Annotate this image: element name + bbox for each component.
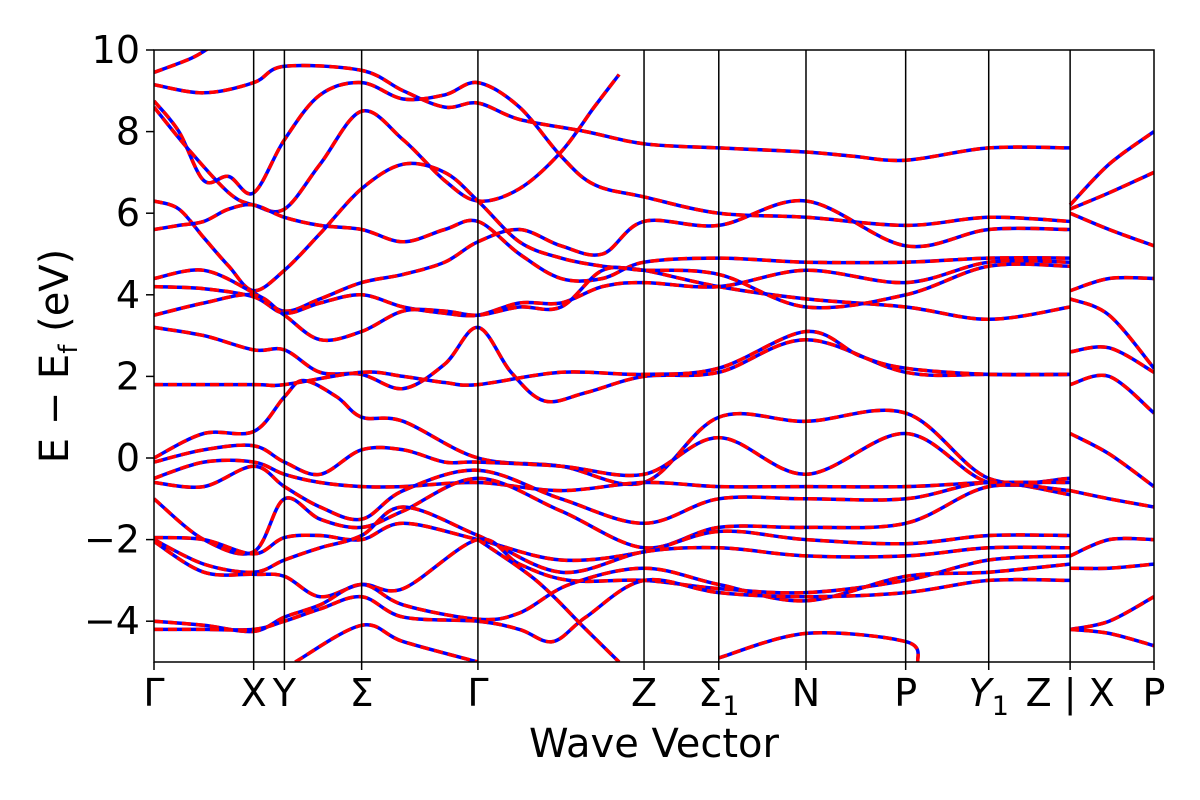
- x-axis-label: Wave Vector: [529, 721, 780, 767]
- x-tick-label-1: X: [241, 671, 267, 715]
- y-tick-label-4: 2: [116, 354, 140, 398]
- y-tick-label-5: 0: [116, 436, 140, 480]
- band-line-dashed-32: [1069, 488, 1154, 509]
- band-line-solid-28: [1069, 297, 1154, 370]
- band-line-dashed-20: [154, 577, 1071, 644]
- band-line-dashed-13: [154, 458, 1071, 493]
- x-tick-label-10: Z | X: [1026, 671, 1115, 716]
- band-line-solid-35: [1069, 595, 1154, 632]
- band-line-dashed-29: [1069, 345, 1154, 374]
- band-line-dashed-30: [1069, 373, 1154, 415]
- band-line-dashed-10: [154, 329, 1071, 388]
- x-tick-label-7: N: [792, 671, 820, 715]
- band-line-dashed-27: [1069, 275, 1154, 293]
- band-line-solid-24: [1068, 130, 1154, 207]
- plot-frame: [153, 49, 1155, 663]
- band-line-dashed-31: [1069, 431, 1154, 489]
- band-line-dashed-19: [154, 562, 1071, 634]
- band-line-solid-15: [154, 476, 1071, 556]
- band-line-dashed-23: [718, 630, 920, 662]
- y-tick-label-1: 8: [116, 110, 140, 154]
- band-line-solid-30: [1069, 373, 1154, 415]
- x-tick-label-0: Γ: [143, 671, 164, 715]
- y-tick-label-6: −2: [84, 518, 140, 562]
- band-line-dashed-3: [154, 73, 621, 214]
- band-line-dashed-11: [154, 378, 1071, 487]
- band-line-dashed-25: [1069, 170, 1154, 211]
- band-line-solid-10: [154, 329, 1071, 388]
- x-tick-label-2: Y: [272, 671, 297, 715]
- band-line-dashed-35: [1069, 595, 1154, 632]
- band-line-dashed-17: [154, 505, 1071, 575]
- band-line-solid-11: [154, 378, 1071, 487]
- x-tick-label-3: Σ: [350, 671, 374, 715]
- band-line-dashed-5: [154, 202, 1071, 283]
- band-line-dashed-21: [294, 623, 479, 662]
- band-line-dashed-28: [1069, 297, 1154, 370]
- y-tick-label-7: −4: [84, 599, 140, 643]
- y-tick-label-2: 6: [116, 191, 140, 235]
- band-line-solid-4: [154, 161, 1071, 322]
- band-line-solid-0: [154, 50, 210, 75]
- band-line-dashed-24: [1068, 130, 1154, 207]
- band-line-dashed-12: [154, 431, 1071, 487]
- band-line-solid-5: [154, 202, 1071, 283]
- band-line-dashed-34: [1070, 562, 1154, 571]
- x-tick-label-4: Γ: [467, 671, 488, 715]
- band-line-dashed-4: [154, 161, 1071, 322]
- band-line-solid-1: [154, 63, 1071, 163]
- band-lines: [154, 50, 1154, 662]
- y-axis-label: E − Ef (eV): [32, 249, 84, 464]
- band-line-solid-33: [1069, 536, 1154, 558]
- kpoint-separator-lines: [252, 50, 1071, 662]
- band-line-dashed-33: [1069, 536, 1154, 558]
- x-tick-label-5: Z: [631, 671, 657, 715]
- y-tick-label-0: 10: [92, 28, 140, 72]
- band-line-dashed-14: [154, 464, 1071, 526]
- y-tick-label-3: 4: [116, 273, 140, 317]
- x-tick-label-9: Y1: [969, 671, 1009, 722]
- band-line-solid-6: [154, 199, 1071, 313]
- x-tick-label-11: P: [1143, 671, 1166, 715]
- x-tick-label-8: P: [894, 671, 917, 715]
- band-line-dashed-1: [154, 63, 1071, 163]
- band-line-dashed-18: [154, 537, 1071, 599]
- y-ticks: 10 8 6 4 2 0 −2 −4: [84, 28, 154, 643]
- band-line-dashed-6: [154, 199, 1071, 313]
- band-line-dashed-26: [1069, 211, 1154, 248]
- x-ticks: Γ X Y Σ Γ Z Σ1 N P Y1 Z | X P: [143, 662, 1165, 722]
- band-line-dashed-36: [1069, 627, 1154, 648]
- x-tick-label-6: Σ1: [698, 671, 739, 722]
- band-line-dashed-22: [476, 538, 621, 662]
- band-line-dashed-16: [154, 521, 1071, 563]
